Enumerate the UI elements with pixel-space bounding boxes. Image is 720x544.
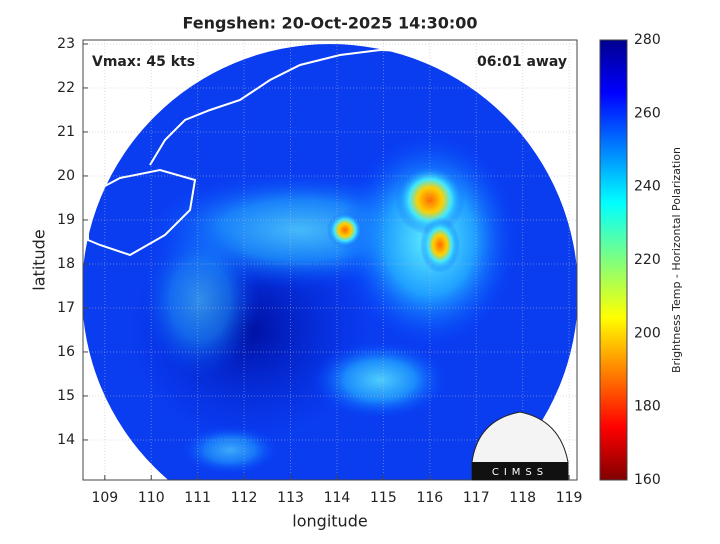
colorbar-tick-label: 220 — [634, 252, 661, 268]
logo: CIMSS — [471, 411, 569, 481]
colorbar — [599, 39, 628, 481]
swath — [83, 44, 577, 480]
x-tick-label: 115 — [370, 490, 397, 506]
axes: 109 110 111 112 113 114 115 116 117 118 119 14 15 16 1… — [57, 32, 661, 506]
chart-title: Fengshen: 20-Oct-2025 14:30:00 — [182, 14, 477, 33]
x-tick-label: 114 — [324, 490, 351, 506]
x-tick-label: 116 — [416, 490, 443, 506]
y-tick-label: 17 — [57, 300, 75, 316]
y-axis-label: latitude — [30, 229, 49, 290]
y-tick-label: 15 — [57, 388, 75, 404]
x-tick-label: 118 — [509, 490, 536, 506]
y-tick-label: 23 — [57, 36, 75, 52]
y-tick-label: 16 — [57, 344, 75, 360]
annotation: 06:01 away — [477, 54, 567, 70]
colorbar-tick-label: 200 — [634, 325, 661, 341]
x-axis-label: longitude — [292, 512, 367, 531]
y-tick-label: 19 — [57, 212, 75, 228]
x-tick-label: 109 — [91, 490, 118, 506]
plot-frame — [82, 39, 578, 481]
x-tick-label: 110 — [138, 490, 165, 506]
x-tick-label: 112 — [231, 490, 258, 506]
colorbar-tick-label: 180 — [634, 399, 661, 415]
logo-text: CIMSS — [492, 467, 548, 478]
y-tick-label: 21 — [57, 124, 75, 140]
y-tick-label: 18 — [57, 256, 75, 272]
x-tick-label: 117 — [463, 490, 490, 506]
colorbar-tick-label: 160 — [634, 472, 661, 488]
annotation: Vmax: 45 kts — [92, 54, 195, 70]
colorbar-label: Brightness Temp - Horizontal Polarizatio… — [670, 147, 683, 373]
x-tick-label: 111 — [184, 490, 211, 506]
x-tick-label: 113 — [277, 490, 304, 506]
colorbar-tick-label: 260 — [634, 105, 661, 121]
colorbar-tick-label: 240 — [634, 179, 661, 195]
x-tick-label: 119 — [556, 490, 583, 506]
y-tick-label: 22 — [57, 80, 75, 96]
y-tick-label: 20 — [57, 168, 75, 184]
y-tick-label: 14 — [57, 432, 75, 448]
colorbar-tick-label: 280 — [634, 32, 661, 48]
